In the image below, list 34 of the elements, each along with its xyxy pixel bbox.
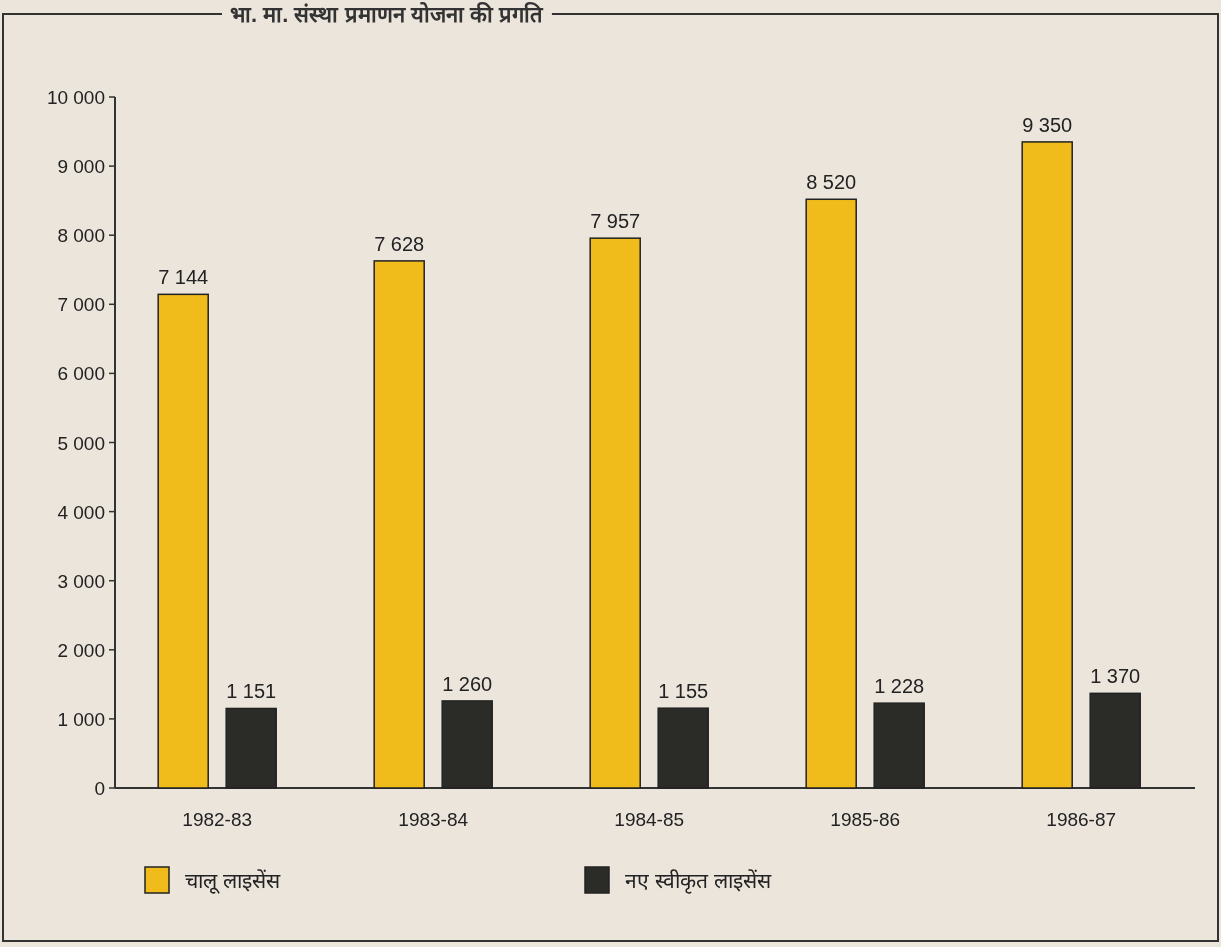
legend-label: नए स्वीकृत लाइसेंस	[625, 869, 772, 894]
x-tick-label: 1984-85	[614, 809, 685, 830]
data-label: 1 228	[874, 675, 925, 698]
data-label: 8 520	[806, 171, 857, 194]
data-label: 1 151	[226, 680, 277, 703]
x-tick-label: 1985-86	[830, 809, 901, 830]
y-tick-label: 2 000	[57, 639, 105, 661]
data-label: 1 260	[442, 672, 493, 695]
legend-label: चालू लाइसेंस	[185, 869, 281, 894]
y-tick-label: 9 000	[57, 156, 105, 178]
bar	[805, 198, 857, 789]
y-tick-label: 8 000	[57, 225, 105, 247]
y-tick-label: 1 000	[57, 708, 105, 730]
data-label: 9 350	[1022, 113, 1073, 136]
data-label: 7 957	[590, 210, 641, 233]
data-label: 7 628	[374, 232, 425, 255]
data-label: 7 144	[158, 266, 209, 289]
x-tick-label: 1982-83	[182, 809, 253, 830]
y-tick-label: 7 000	[57, 294, 105, 316]
bar	[157, 293, 209, 789]
y-tick-label: 4 000	[57, 501, 105, 523]
y-tick-label: 5 000	[57, 432, 105, 454]
y-tick-label: 3 000	[57, 570, 105, 592]
y-tick-label: 10 000	[46, 87, 105, 108]
x-tick-label: 1986-87	[1046, 809, 1117, 830]
y-tick-label: 0	[94, 778, 105, 799]
bar	[1021, 141, 1073, 789]
data-label: 1 370	[1090, 665, 1141, 688]
chart-title: भा. मा. संस्था प्रमाणन योजना की प्रगति	[230, 1, 544, 27]
data-label: 1 155	[658, 680, 709, 703]
y-tick-label: 6 000	[57, 363, 105, 385]
bar	[373, 260, 425, 789]
bar	[589, 237, 641, 789]
x-tick-label: 1983-84	[398, 809, 469, 830]
